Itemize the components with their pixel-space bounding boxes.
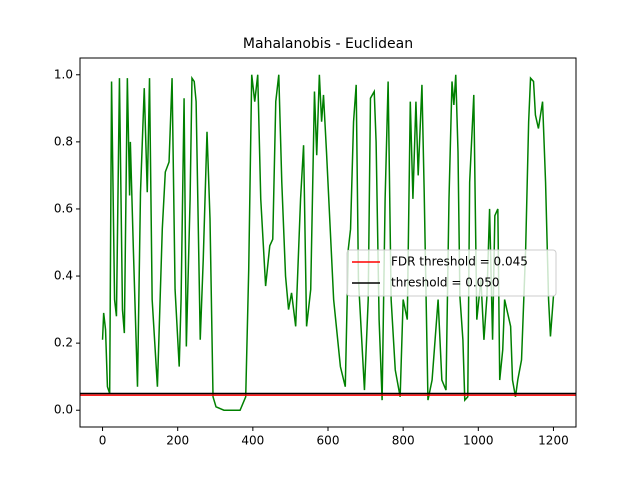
- x-tick-label: 0: [99, 434, 107, 448]
- y-tick-label: 0.6: [54, 201, 73, 215]
- x-tick-label: 1000: [463, 434, 494, 448]
- y-tick-label: 1.0: [54, 67, 73, 81]
- y-tick-label: 0.8: [54, 134, 73, 148]
- y-tick-label: 0.2: [54, 336, 73, 350]
- y-tick-label: 0.0: [54, 403, 73, 417]
- x-tick-label: 400: [241, 434, 264, 448]
- x-tick-label: 1200: [538, 434, 569, 448]
- data-line: [101, 74, 555, 411]
- chart-title: Mahalanobis - Euclidean: [243, 36, 413, 52]
- legend: FDR threshold = 0.045 threshold = 0.050: [346, 249, 557, 297]
- x-tick-label: 800: [392, 434, 415, 448]
- legend-box: [346, 249, 557, 297]
- y-tick-label: 0.4: [54, 269, 73, 283]
- plot-frame: [79, 57, 577, 428]
- x-tick-label: 200: [166, 434, 189, 448]
- legend-label: threshold = 0.050: [391, 276, 500, 290]
- legend-label: FDR threshold = 0.045: [391, 255, 528, 269]
- x-tick-label: 600: [317, 434, 340, 448]
